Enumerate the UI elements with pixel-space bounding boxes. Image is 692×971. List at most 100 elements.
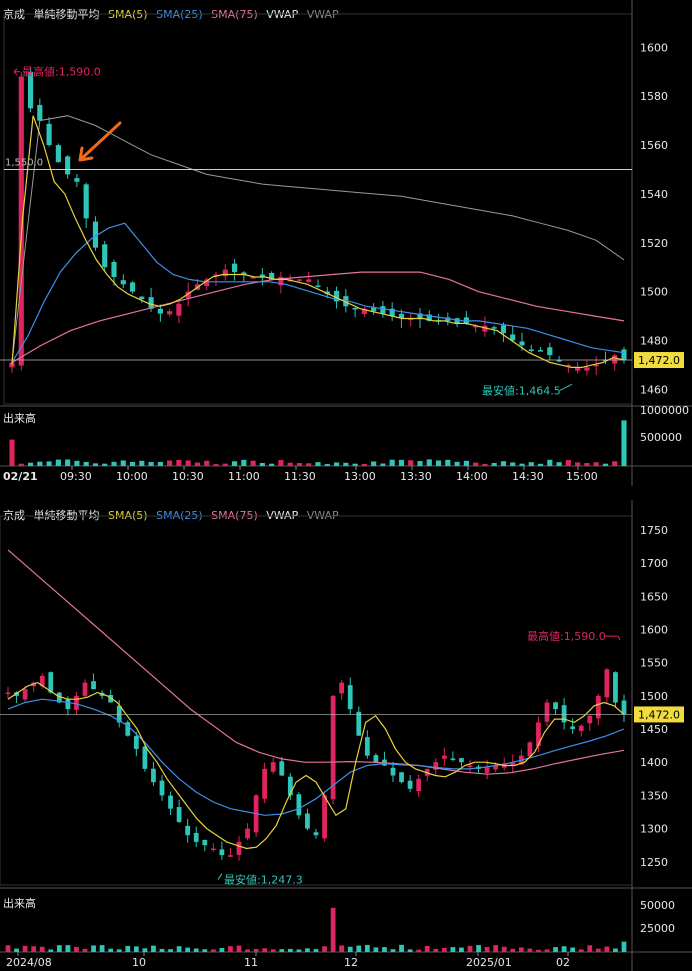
volume-bar [31,946,37,952]
sma75-line [11,271,625,364]
volume-bar [142,948,148,952]
y-tick-label: 1700 [640,557,668,570]
volume-bar [56,945,62,952]
candle-body [129,282,136,292]
candle-body [262,768,268,799]
candle-body [459,758,464,763]
volume-bar [501,946,507,952]
candle-body [371,307,377,312]
candle-body [484,767,490,773]
volume-tick-label: 50000 [640,899,675,912]
volume-bar [435,460,442,466]
high-annotation-arrow [13,68,20,76]
candle-body [578,725,584,731]
y-tick-label: 1580 [640,90,668,103]
candle-body [5,692,11,695]
volume-bar [578,949,584,952]
volume-bar [621,941,627,952]
volume-bar [287,948,293,952]
candle-body [361,308,367,314]
candle-body [380,306,386,314]
volume-bar [519,463,525,466]
volume-bar [213,464,219,466]
candle-body [9,362,15,368]
volume-bar [148,461,154,466]
candle-body [473,325,479,328]
candle-body [390,767,396,776]
candle-body [556,359,562,362]
candle-body [575,367,581,371]
candle-body [537,350,544,352]
daily-volume-label: 出来高 [3,897,36,910]
candle-body [587,715,593,724]
volume-bar [22,945,28,952]
volume-bar [364,944,370,952]
y-tick-label: 1300 [640,823,668,836]
volume-bar [159,948,165,952]
candle-body [356,711,362,736]
sma5-line [11,115,625,368]
volume-bar [250,460,256,466]
volume-bar [14,948,19,952]
candle-body [528,349,534,351]
volume-bar [219,948,225,952]
volume-bar [587,945,593,952]
volume-bar [584,462,590,466]
x-tick-label: 02 [556,956,570,969]
candle-body [204,279,210,287]
volume-bar [245,949,250,952]
volume-bar [484,946,490,952]
candle-body [222,269,228,277]
volume-tick-label: 1000000 [640,404,689,417]
volume-bar [46,461,52,466]
volume-bar [91,945,96,952]
reference-line-label: 1,550.0 [5,157,43,168]
volume-bar [83,461,89,466]
candle-body [296,279,303,281]
volume-bar [210,949,216,952]
intraday-chart-svg[interactable]: 1460 1480 1500 1520 1540 1560 1580 1600 09:30 10:… [0,0,692,487]
y-tick-label: 1650 [640,590,668,603]
volume-bar [241,459,247,466]
candle-body [347,685,353,710]
candle-body [536,722,541,747]
high-annotation: 最高値:1,590.0 [527,629,606,643]
volume-bar [65,945,71,952]
volume-bar [176,459,182,466]
volume-bar [621,420,627,466]
volume-bar [262,948,268,952]
volume-bar [333,462,340,466]
volume-bar [389,459,395,466]
volume-bar [536,949,541,952]
candle-body [339,682,345,694]
volume-bar [259,462,265,466]
daily-chart-svg[interactable]: 1250 1300 1350 1400 1450 1500 1550 1600 1650 1700… [0,500,692,971]
y-tick-label: 1500 [640,286,668,299]
y-tick-label: 1500 [640,690,668,703]
low-annotation: 最安値:1,247.3 [224,873,303,887]
candle-body [142,746,148,769]
volume-bar [373,947,379,952]
volume-bar [528,462,534,466]
volume-bar [544,949,550,952]
candle-body [176,303,182,316]
volume-bar [74,460,80,466]
volume-bar [500,461,507,466]
candle-body [92,221,99,248]
volume-bar [476,945,481,952]
last-price-tag [634,352,684,369]
volume-bar [55,459,61,466]
volume-bar [510,948,516,952]
x-tick-label: 09:30 [60,470,92,483]
volume-bar [416,949,422,952]
candle-body [330,695,336,800]
y-tick-label: 1540 [640,188,668,201]
candle-body [408,318,414,320]
candle-body [151,768,156,783]
x-tick-label: 10:00 [116,470,148,483]
volume-bar [356,945,362,952]
volume-bar [270,949,276,952]
candle-body [270,762,276,772]
y-tick-label: 1480 [640,334,668,347]
candle-body [450,758,456,760]
